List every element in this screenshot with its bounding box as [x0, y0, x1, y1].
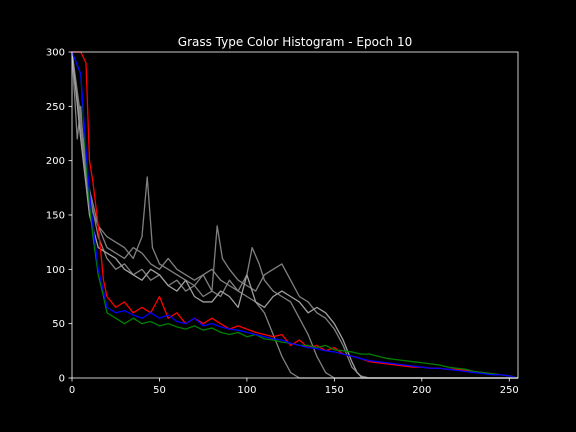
series-line-4 [71, 51, 518, 379]
y-tick-label: 100 [46, 265, 65, 276]
y-tick-label: 150 [46, 211, 65, 222]
chart-title: Grass Type Color Histogram - Epoch 10 [178, 35, 412, 49]
y-axis-ticks: 0 50 100 150 200 250 300 [46, 48, 72, 385]
series-line-3 [71, 51, 518, 379]
y-tick-label: 200 [46, 156, 65, 167]
x-tick-label: 150 [325, 385, 344, 396]
x-tick-label: 50 [153, 385, 166, 396]
x-axis-ticks: 0 50 100 150 200 250 [69, 378, 519, 396]
plot-lines [71, 51, 518, 379]
y-tick-label: 0 [59, 374, 65, 385]
x-tick-label: 200 [412, 385, 431, 396]
series-line-6 [71, 51, 515, 378]
x-tick-label: 0 [69, 385, 75, 396]
series-line-2 [71, 51, 518, 379]
x-tick-label: 100 [237, 385, 256, 396]
y-tick-label: 50 [52, 319, 65, 330]
y-tick-label: 300 [46, 48, 65, 59]
series-line-1 [71, 51, 518, 379]
y-tick-label: 250 [46, 102, 65, 113]
axes-frame [71, 51, 519, 379]
x-tick-label: 250 [500, 385, 519, 396]
series-line-7 [71, 51, 515, 378]
